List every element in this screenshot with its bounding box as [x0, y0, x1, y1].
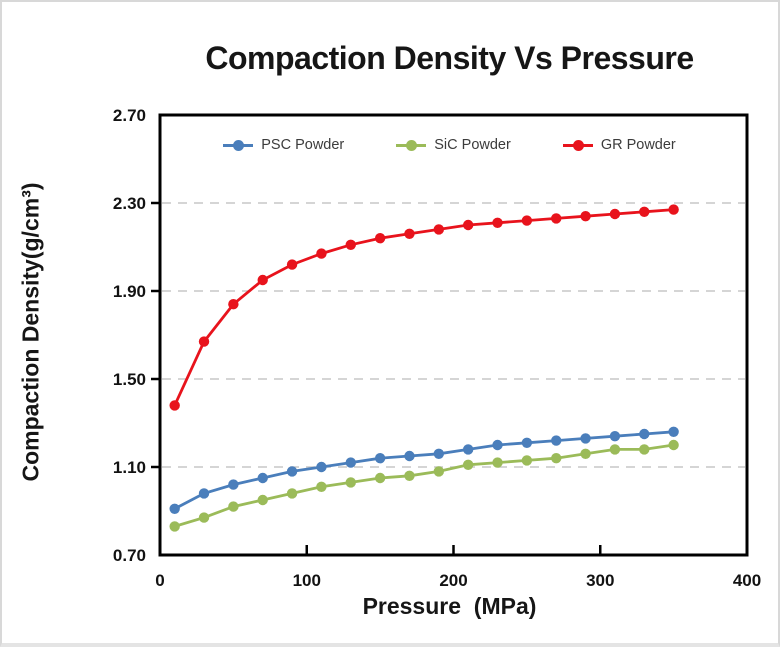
series-point-sic-powder	[286, 488, 298, 499]
y-tick-label: 1.10	[113, 458, 146, 477]
series-point-gr-powder	[198, 336, 210, 347]
series-point-psc-powder	[580, 433, 591, 444]
y-tick-label: 0.70	[113, 546, 146, 565]
series-line-sic-powder	[174, 443, 674, 528]
series-point-sic-powder	[316, 481, 327, 492]
x-tick-label: 200	[439, 571, 467, 590]
legend-line-marker-icon	[396, 139, 427, 151]
y-tick-label: 2.30	[113, 194, 146, 213]
series-point-gr-powder	[374, 233, 386, 244]
series-point-sic-powder	[433, 466, 445, 477]
legend-item-gr-powder: GR Powder	[562, 137, 676, 153]
series-point-sic-powder	[228, 501, 239, 512]
series-point-psc-powder	[521, 437, 533, 448]
series-point-psc-powder	[668, 426, 679, 437]
legend-label-sic-powder: SiC Powder	[434, 137, 511, 153]
x-tick-label: 400	[733, 571, 761, 590]
legend-line-marker-icon	[562, 139, 593, 151]
legend-label-psc-powder: PSC Powder	[261, 137, 345, 153]
series-point-sic-powder	[404, 470, 415, 481]
legend-item-sic-powder: SiC Powder	[396, 137, 511, 153]
series-point-sic-powder	[551, 453, 562, 464]
series-point-sic-powder	[580, 448, 591, 459]
series-point-psc-powder	[609, 431, 621, 442]
series-point-psc-powder	[462, 444, 474, 455]
series-point-gr-powder	[228, 299, 239, 310]
legend-dot-icon	[406, 139, 418, 151]
series-point-psc-powder	[404, 450, 415, 462]
x-tick-label: 100	[293, 571, 321, 590]
legend-dot-icon	[233, 139, 245, 151]
x-tick-label: 300	[586, 571, 614, 590]
series-point-sic-powder	[492, 457, 503, 468]
series-point-gr-powder	[404, 228, 415, 239]
legend: PSC Powder SiC Powder GR Powder	[156, 134, 743, 156]
series-point-sic-powder	[169, 521, 180, 532]
series-point-psc-powder	[551, 435, 562, 446]
legend-dot-icon	[572, 139, 584, 151]
series-point-gr-powder	[286, 259, 298, 270]
legend-item-psc-powder: PSC Powder	[223, 137, 344, 153]
series-point-gr-powder	[551, 213, 562, 224]
series-point-psc-powder	[286, 466, 298, 477]
series-point-sic-powder	[609, 444, 621, 455]
series-point-psc-powder	[433, 448, 445, 459]
y-tick-label: 2.70	[113, 106, 146, 125]
series-point-gr-powder	[639, 206, 650, 217]
series-point-psc-powder	[169, 503, 180, 514]
series-point-psc-powder	[316, 461, 327, 473]
series-point-gr-powder	[169, 400, 180, 411]
series-point-sic-powder	[521, 455, 533, 466]
series-point-psc-powder	[345, 457, 356, 468]
series-point-sic-powder	[639, 444, 650, 455]
series-point-gr-powder	[668, 204, 679, 215]
series-point-gr-powder	[257, 274, 268, 286]
series-point-gr-powder	[433, 224, 445, 235]
chart-title: Compaction Density Vs Pressure	[205, 40, 694, 76]
series-line-psc-powder	[174, 430, 674, 511]
series-point-gr-powder	[316, 248, 327, 259]
series-point-psc-powder	[198, 488, 210, 499]
series-point-sic-powder	[345, 477, 356, 488]
series-point-sic-powder	[462, 459, 474, 470]
series-point-sic-powder	[257, 494, 268, 506]
series-point-gr-powder	[580, 211, 591, 222]
series-point-sic-powder	[374, 472, 386, 484]
y-tick-label: 1.90	[113, 282, 146, 301]
plot-frame	[158, 113, 749, 557]
y-tick-label: 1.50	[113, 370, 146, 389]
series-point-psc-powder	[228, 479, 239, 490]
legend-line-marker-icon	[223, 139, 254, 151]
series-point-gr-powder	[521, 215, 533, 226]
series-line-gr-powder	[173, 208, 674, 406]
legend-label-gr-powder: GR Powder	[600, 137, 676, 153]
series-point-psc-powder	[492, 439, 503, 451]
series-point-gr-powder	[492, 217, 503, 228]
x-axis-title: Pressure (MPa)	[362, 593, 537, 619]
series-point-gr-powder	[345, 239, 356, 250]
x-tick-label: 0	[155, 571, 164, 590]
series-point-sic-powder	[668, 439, 679, 451]
series-point-sic-powder	[198, 512, 210, 523]
series-point-psc-powder	[639, 428, 650, 440]
series-point-psc-powder	[374, 453, 386, 464]
series-point-psc-powder	[257, 472, 268, 484]
series-point-gr-powder	[462, 219, 474, 231]
series-point-gr-powder	[609, 208, 621, 220]
